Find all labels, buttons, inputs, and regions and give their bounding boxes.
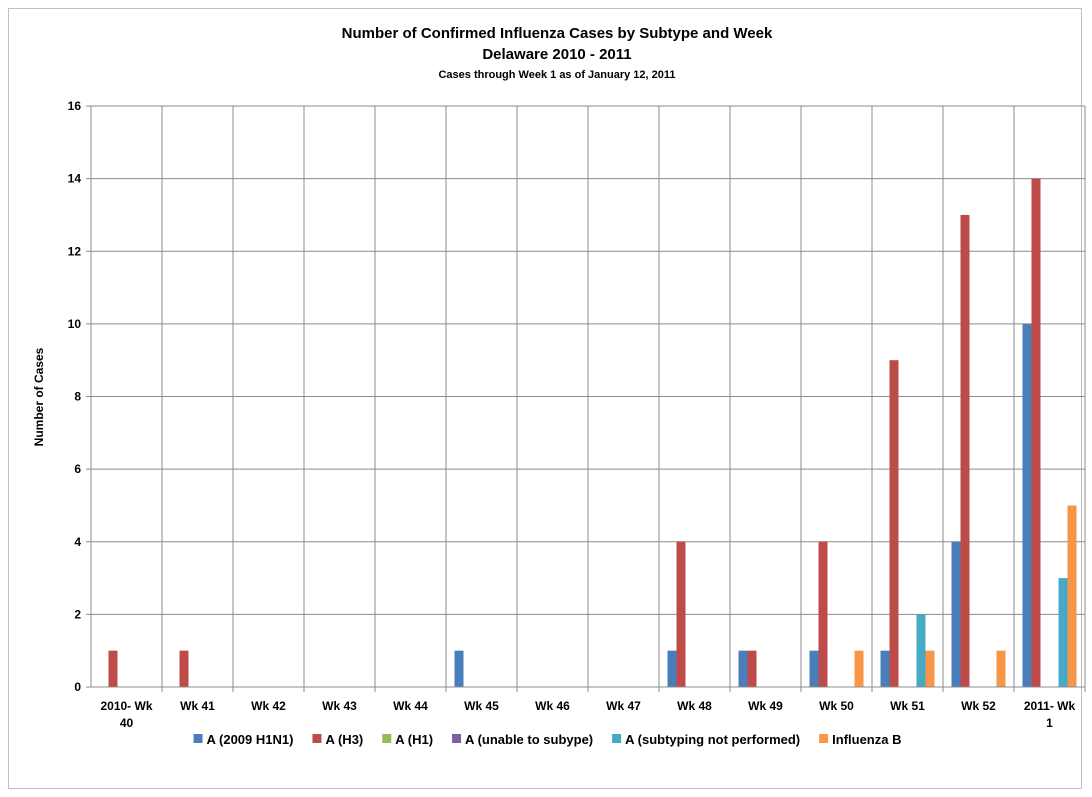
legend-swatch: [819, 734, 829, 743]
legend-swatch: [312, 734, 322, 743]
x-tick-label: Wk 50: [819, 699, 854, 713]
legend-swatch: [382, 734, 392, 743]
x-tick-label: Wk 47: [606, 699, 641, 713]
legend-label: A (H3): [325, 732, 363, 747]
chart-note: Cases through Week 1 as of January 12, 2…: [438, 69, 675, 81]
bar-a-h3--1: [179, 650, 189, 687]
y-tick-label: 10: [68, 317, 82, 331]
bar-a-2009-h1n1--12: [951, 541, 961, 687]
bar-a-2009-h1n1--10: [809, 650, 819, 687]
bar-influenza-b-12: [996, 650, 1006, 687]
x-tick-label: Wk 41: [180, 699, 215, 713]
bar-a-h3--13: [1031, 178, 1041, 687]
y-tick-label: 8: [74, 390, 81, 404]
x-tick-label: Wk 51: [890, 699, 925, 713]
legend-label: A (H1): [395, 732, 433, 747]
bar-a-2009-h1n1--13: [1022, 323, 1032, 687]
y-tick-label: 16: [68, 99, 82, 113]
x-tick-label: Wk 52: [961, 699, 996, 713]
bar-a-h3--10: [818, 541, 828, 687]
x-tick-label: Wk 44: [393, 699, 428, 713]
x-tick-label: Wk 46: [535, 699, 570, 713]
legend-label: A (unable to subype): [465, 732, 593, 747]
legend-swatch: [612, 734, 622, 743]
y-axis-label: Number of Cases: [32, 347, 46, 446]
grid-layer: [90, 105, 1086, 692]
y-tick-label: 12: [68, 244, 82, 258]
chart-title: Number of Confirmed Influenza Cases by S…: [342, 25, 773, 42]
x-tick-label: Wk 45: [464, 699, 499, 713]
bar-a-h3--9: [747, 650, 757, 687]
bar-a-2009-h1n1--5: [454, 650, 464, 687]
x-tick-label: Wk 48: [677, 699, 712, 713]
x-tick-label: Wk 49: [748, 699, 783, 713]
legend-label: Influenza B: [832, 732, 901, 747]
x-tick-label: Wk 42: [251, 699, 286, 713]
bar-influenza-b-13: [1067, 505, 1077, 687]
bar-a-h3--8: [676, 541, 686, 687]
axes-layer: 0 2 4 6 8 10 12 14 16 2010- Wk 40 Wk 41 Wk 42 Wk 43 Wk…: [68, 99, 1085, 730]
y-tick-label: 0: [74, 680, 81, 694]
bar-a-2009-h1n1--11: [880, 650, 890, 687]
bars-layer: [108, 178, 1077, 687]
y-tick-label: 4: [74, 535, 81, 549]
legend: A (2009 H1N1) A (H3) A (H1) A (unable to su…: [193, 732, 901, 747]
y-tick-label: 14: [68, 172, 82, 186]
bar-a-2009-h1n1--9: [738, 650, 748, 687]
bar-influenza-b-11: [925, 650, 935, 687]
legend-swatch: [452, 734, 462, 743]
x-tick-label: Wk 43: [322, 699, 357, 713]
chart-subtitle: Delaware 2010 - 2011: [482, 46, 631, 63]
bar-a-h3--11: [889, 360, 899, 687]
y-tick-label: 6: [74, 462, 81, 476]
y-tick-label: 2: [74, 607, 81, 621]
bar-a-h3--12: [960, 214, 970, 687]
bar-a-subtyping-not-performed--11: [916, 614, 926, 687]
bar-influenza-b-10: [854, 650, 864, 687]
legend-swatch: [193, 734, 203, 743]
legend-label: A (subtyping not performed): [625, 732, 800, 747]
x-tick-label: 2011- Wk 1: [1024, 699, 1076, 730]
legend-label: A (2009 H1N1): [207, 732, 294, 747]
bar-a-2009-h1n1--8: [667, 650, 677, 687]
bar-a-subtyping-not-performed--13: [1058, 578, 1068, 687]
x-tick-label: 2010- Wk 40: [100, 699, 152, 730]
bar-a-h3--0: [108, 650, 118, 687]
